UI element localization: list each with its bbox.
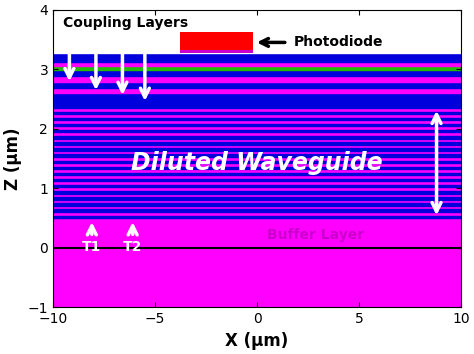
Text: Coupling Layers: Coupling Layers [64,16,188,30]
Text: Buffer Layer: Buffer Layer [267,228,365,242]
Text: Diluted Waveguide: Diluted Waveguide [131,151,383,175]
X-axis label: X (μm): X (μm) [226,332,289,350]
Text: T1: T1 [82,240,101,254]
Bar [180,50,253,52]
Bar [180,32,253,50]
Text: Photodiode: Photodiode [294,35,383,50]
Y-axis label: Z (μm): Z (μm) [4,127,22,190]
Text: T2: T2 [123,240,142,254]
